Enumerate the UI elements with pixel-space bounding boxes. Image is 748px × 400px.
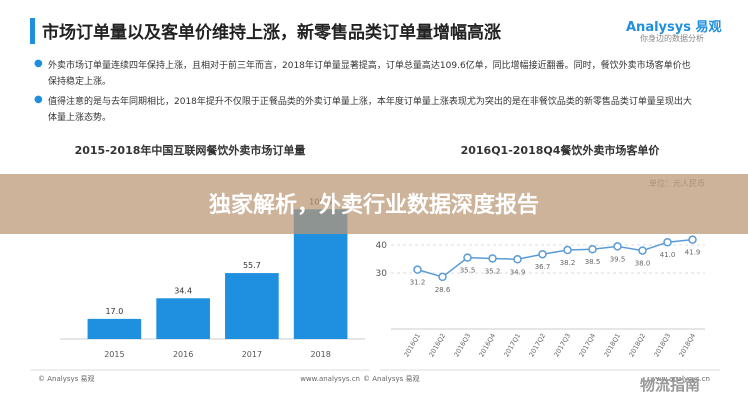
bullet-dot: ● xyxy=(34,58,43,69)
value-label: 39.5 xyxy=(610,255,626,263)
value-label: 17.0 xyxy=(105,307,123,316)
value-label: 41.9 xyxy=(685,249,701,257)
value-label: 31.2 xyxy=(410,279,426,287)
marker xyxy=(463,253,472,262)
marker xyxy=(513,255,522,264)
x-tick-label: 2016Q4 xyxy=(477,332,497,358)
marker xyxy=(438,272,447,282)
marker xyxy=(688,235,697,244)
source: © Analysys 易观 xyxy=(38,375,95,383)
bar xyxy=(87,318,142,339)
watermark: 物流指南 xyxy=(640,376,701,394)
bullet-text: 值得注意的是与去年同期相比，2018年提升不仅限于正餐品类的外卖订单量上涨，本年… xyxy=(48,97,692,123)
x-tick-label: 2017 xyxy=(242,350,262,359)
marker xyxy=(413,265,422,274)
value-label: 34.9 xyxy=(510,268,526,276)
marker xyxy=(488,254,497,263)
marker xyxy=(588,244,597,254)
y-tick-label: 40 xyxy=(376,241,388,251)
x-tick-label: 2017Q1 xyxy=(502,332,522,358)
value-label: 41.0 xyxy=(660,251,676,259)
logo-sub: 你身边的数据分析 xyxy=(640,34,704,43)
x-tick-label: 2016 xyxy=(173,350,193,359)
marker xyxy=(638,246,647,255)
marker xyxy=(663,237,672,247)
value-label: 55.7 xyxy=(243,261,261,270)
value-label: 38.0 xyxy=(635,260,651,268)
value-label: 34.4 xyxy=(174,286,192,295)
source: © Analysys 易观 xyxy=(363,375,420,383)
logo: Analysys 易观 xyxy=(626,20,722,35)
x-tick-label: 2016Q3 xyxy=(452,332,472,358)
value-label: 36.7 xyxy=(535,263,551,271)
y-tick-label: 30 xyxy=(376,269,388,279)
bar xyxy=(225,273,279,339)
source-url: www.analysys.cn xyxy=(300,375,360,383)
x-tick-label: 2018Q1 xyxy=(602,332,622,358)
x-tick-label: 2016Q2 xyxy=(427,332,447,358)
accent-bar xyxy=(30,18,35,44)
bullet-dot: ● xyxy=(34,94,43,105)
title: 市场订单量以及客单价维持上涨，新零售品类订单量增幅高涨 xyxy=(42,23,501,43)
x-tick-label: 2016Q1 xyxy=(402,332,422,358)
value-label: 28.6 xyxy=(435,286,451,294)
chart-title: 2015-2018年中国互联网餐饮外卖市场订单量 xyxy=(75,143,306,157)
x-tick-label: 2018 xyxy=(310,350,330,359)
value-label: 35.2 xyxy=(485,267,501,275)
x-tick-label: 2017Q3 xyxy=(552,332,572,358)
marker xyxy=(563,245,572,255)
banner xyxy=(0,174,748,234)
chart-title: 2016Q1-2018Q4餐饮外卖市场客单价 xyxy=(461,143,661,157)
value-label: 38.2 xyxy=(560,259,576,267)
banner-text: 独家解析，外卖行业数据深度报告 xyxy=(208,193,539,218)
line xyxy=(417,238,693,278)
value-label: 38.5 xyxy=(585,258,601,266)
bar xyxy=(156,298,210,339)
x-tick-label: 2015 xyxy=(104,350,124,359)
bullet-text: 外卖市场订单量连续四年保持上涨，且相对于前三年而言，2018年订单量显著提高，订… xyxy=(48,61,691,87)
x-tick-label: 2017Q4 xyxy=(577,332,597,358)
x-tick-label: 2018Q3 xyxy=(652,332,672,358)
marker xyxy=(538,249,547,259)
source-url: www.analysys.cn xyxy=(650,375,710,383)
x-tick-label: 2017Q2 xyxy=(527,332,547,358)
x-tick-label: 2018Q2 xyxy=(627,332,647,358)
value-label: 35.5 xyxy=(460,267,476,275)
marker xyxy=(613,242,622,251)
x-tick-label: 2018Q4 xyxy=(677,332,697,358)
